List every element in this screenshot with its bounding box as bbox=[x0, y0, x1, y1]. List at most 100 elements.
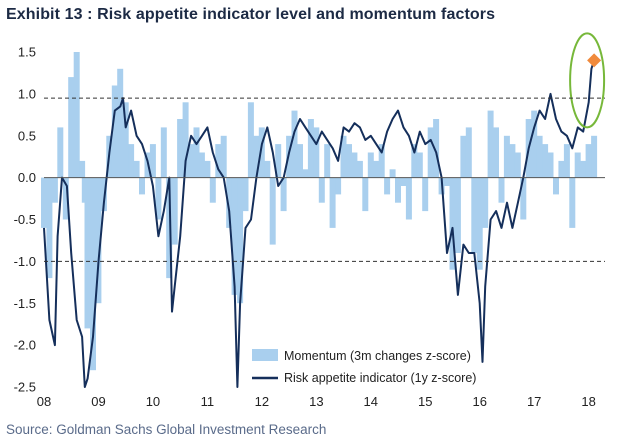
chart-title: Exhibit 13 : Risk appetite indicator lev… bbox=[6, 6, 496, 23]
x-tick-label: 13 bbox=[309, 394, 323, 409]
momentum-bar bbox=[95, 177, 102, 304]
momentum-bar bbox=[209, 177, 216, 203]
momentum-bar bbox=[226, 177, 233, 228]
momentum-bar bbox=[68, 77, 75, 178]
momentum-bar bbox=[247, 102, 254, 178]
momentum-bar bbox=[520, 177, 527, 220]
momentum-bar bbox=[329, 177, 336, 228]
x-tick-label: 18 bbox=[581, 394, 595, 409]
momentum-bar bbox=[182, 102, 189, 178]
momentum-bar bbox=[514, 152, 521, 178]
momentum-bar bbox=[569, 177, 576, 228]
momentum-bar bbox=[585, 144, 592, 178]
momentum-bar bbox=[275, 144, 282, 178]
momentum-bar bbox=[340, 135, 347, 178]
momentum-bar bbox=[128, 144, 135, 178]
y-tick-label: -1.0 bbox=[14, 254, 36, 269]
momentum-bar bbox=[471, 177, 478, 253]
momentum-bar bbox=[536, 135, 543, 178]
momentum-bar bbox=[476, 177, 483, 270]
momentum-bar bbox=[302, 169, 309, 178]
y-tick-label: 0.5 bbox=[18, 128, 36, 143]
momentum-bar bbox=[177, 119, 184, 178]
axes: 1.5 1.0 0.5 0.0 -0.5 -1.0 -1.5 -2.0 -2.508 09 10 11… bbox=[14, 45, 605, 409]
momentum-bar bbox=[166, 177, 173, 279]
momentum-bar bbox=[139, 177, 145, 195]
legend-swatch-momentum bbox=[252, 349, 278, 361]
momentum-bar bbox=[553, 177, 559, 195]
momentum-bar bbox=[258, 127, 265, 178]
momentum-bar bbox=[57, 127, 64, 178]
momentum-bar bbox=[73, 52, 80, 178]
momentum-bar bbox=[237, 177, 244, 304]
momentum-bar bbox=[242, 177, 249, 212]
momentum-bar bbox=[378, 144, 385, 178]
momentum-bar bbox=[389, 169, 396, 178]
momentum-bar bbox=[454, 177, 461, 253]
momentum-bar bbox=[264, 160, 271, 178]
momentum-bar bbox=[384, 177, 391, 195]
legend: Momentum (3m changes z-score) Risk appeti… bbox=[252, 349, 476, 385]
momentum-bar bbox=[324, 144, 331, 178]
momentum-bar bbox=[416, 152, 423, 178]
momentum-bar bbox=[558, 160, 565, 178]
x-tick-label: 17 bbox=[527, 394, 541, 409]
y-tick-label: -1.5 bbox=[14, 296, 36, 311]
momentum-bar bbox=[487, 110, 494, 178]
y-tick-label: 0.0 bbox=[18, 170, 36, 185]
momentum-bar bbox=[580, 160, 587, 178]
momentum-bar bbox=[591, 135, 598, 178]
momentum-bar bbox=[367, 152, 374, 178]
momentum-bar bbox=[188, 144, 194, 178]
momentum-bar bbox=[493, 127, 499, 178]
highlight-diamond bbox=[587, 53, 602, 68]
momentum-bar bbox=[563, 144, 570, 178]
momentum-bar bbox=[280, 177, 287, 212]
momentum-bar bbox=[51, 177, 58, 203]
momentum-bar bbox=[84, 177, 91, 329]
momentum-bar bbox=[503, 135, 510, 178]
momentum-bar bbox=[335, 177, 342, 195]
momentum-bar bbox=[133, 160, 140, 178]
x-tick-label: 14 bbox=[364, 394, 378, 409]
x-tick-label: 12 bbox=[255, 394, 269, 409]
momentum-bar bbox=[574, 152, 581, 178]
momentum-bar bbox=[482, 177, 489, 228]
momentum-bar bbox=[198, 152, 205, 178]
momentum-bar bbox=[318, 177, 325, 203]
momentum-bar bbox=[498, 177, 505, 203]
momentum-bar bbox=[460, 135, 467, 178]
momentum-bar bbox=[362, 177, 369, 212]
momentum-bar bbox=[220, 135, 227, 178]
momentum-bar bbox=[356, 160, 363, 178]
momentum-bar bbox=[46, 177, 53, 279]
momentum-bar bbox=[531, 110, 538, 178]
momentum-bar bbox=[297, 144, 303, 178]
momentum-bar bbox=[90, 177, 96, 371]
momentum-bar bbox=[79, 160, 86, 178]
momentum-bar bbox=[542, 144, 549, 178]
momentum-bar bbox=[465, 127, 472, 178]
momentum-bar bbox=[269, 177, 276, 245]
momentum-bar bbox=[346, 144, 352, 178]
momentum-bar bbox=[155, 177, 162, 220]
y-tick-label: 1.0 bbox=[18, 86, 36, 101]
y-tick-label: -0.5 bbox=[14, 212, 36, 227]
x-tick-label: 10 bbox=[146, 394, 160, 409]
momentum-bar bbox=[253, 135, 260, 178]
momentum-bar bbox=[111, 85, 118, 178]
momentum-bar bbox=[193, 127, 200, 178]
risk-appetite-line bbox=[43, 60, 596, 388]
momentum-bar bbox=[433, 119, 440, 178]
momentum-bar bbox=[307, 119, 314, 178]
momentum-bar bbox=[444, 177, 450, 186]
x-tick-label: 15 bbox=[418, 394, 432, 409]
source-note: Source: Goldman Sachs Global Investment … bbox=[6, 422, 327, 437]
momentum-bar bbox=[149, 144, 156, 178]
momentum-bar bbox=[313, 127, 320, 178]
momentum-bar bbox=[547, 152, 554, 178]
momentum-bar bbox=[351, 152, 358, 178]
plot-area bbox=[41, 32, 606, 388]
momentum-bar bbox=[117, 68, 124, 178]
